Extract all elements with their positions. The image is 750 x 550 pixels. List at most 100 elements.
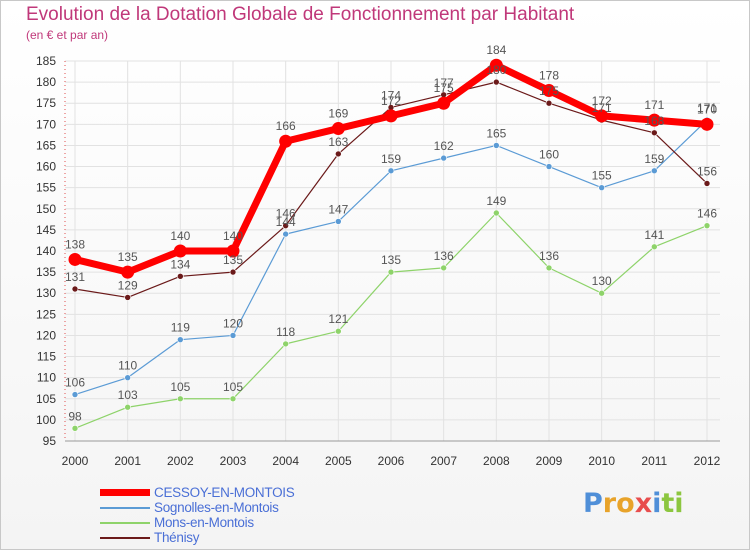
data-label: 166 [276,119,296,133]
data-label: 184 [486,43,506,57]
y-tick-label: 145 [36,223,56,237]
data-label: 98 [68,409,82,423]
legend-swatch [100,489,150,496]
data-label: 171 [644,98,664,112]
data-label: 146 [276,207,296,221]
data-point [545,99,553,107]
legend: CESSOY-EN-MONTOIS Sognolles-en-Montois Mon… [100,485,295,545]
y-tick-label: 120 [36,328,56,342]
data-label: 175 [539,84,559,98]
data-label: 144 [276,215,296,229]
data-label: 118 [276,325,295,339]
y-tick-label: 185 [36,54,56,68]
data-label: 147 [328,202,348,216]
x-tick-label: 2008 [483,454,510,468]
data-point [282,230,289,238]
legend-label: Thénisy [154,530,200,545]
data-point [651,167,658,175]
data-label: 121 [328,312,348,326]
data-point [71,425,79,432]
data-point [647,113,661,127]
data-label: 180 [486,63,506,77]
y-tick-label: 160 [36,160,56,174]
y-tick-label: 110 [37,371,56,385]
proxiti-logo: Proxiti [583,488,684,519]
data-label: 136 [539,249,559,263]
data-label: 177 [434,76,454,90]
data-point [282,340,289,348]
x-tick-label: 2001 [114,454,141,468]
y-tick-label: 95 [43,434,57,448]
data-point [177,273,184,280]
logo-letter: t [661,488,675,519]
data-label: 162 [434,139,454,153]
legend-label: CESSOY-EN-MONTOIS [154,485,295,500]
logo-letter: i [674,488,684,519]
data-point [173,244,187,258]
data-point [700,117,714,131]
y-axis: 95 100 105 110 115 120 125 130 135 140 145 150 155 16… [36,54,720,448]
data-label: 103 [118,388,138,402]
data-point [279,134,293,148]
data-label: 136 [434,249,454,263]
legend-label: Sognolles-en-Montois [154,500,279,515]
data-point [71,391,79,398]
data-point [384,109,398,123]
data-label: 135 [118,250,138,264]
chart-title: Evolution de la Dotation Globale de Fonc… [26,4,575,25]
data-label: 130 [592,274,612,288]
data-point [545,163,553,170]
data-label: 172 [592,94,612,108]
data-point [335,218,342,225]
data-point [703,222,711,229]
data-point [121,265,135,279]
x-tick-label: 2002 [167,454,194,468]
data-label: 159 [381,152,401,166]
data-label: 175 [434,81,454,95]
y-tick-label: 150 [36,202,56,216]
data-label: 140 [223,229,243,243]
x-axis: 2000 2001 2002 2003 2004 2005 2006 2007 2008 2009… [62,454,721,468]
data-label: 141 [644,228,664,242]
data-point [124,294,131,301]
y-tick-label: 105 [36,392,56,406]
x-tick-label: 2011 [641,454,667,468]
data-label: 138 [65,237,85,251]
data-point [545,264,553,272]
data-label: 135 [223,253,243,267]
data-label: 129 [118,278,138,292]
data-point [331,122,345,136]
x-tick-label: 2005 [325,454,352,468]
data-point [440,264,447,272]
legend-item: Mons-en-Montois [100,515,294,530]
data-label: 119 [171,321,190,335]
data-label: 170 [697,102,717,116]
data-point [71,285,79,293]
data-label: 159 [644,152,664,166]
data-label: 106 [65,376,85,390]
legend-label: Mons-en-Montois [154,515,254,530]
y-tick-label: 135 [36,265,56,279]
data-label: 135 [381,253,401,267]
logo-letter: P [583,488,603,519]
data-label: 156 [697,164,717,178]
x-tick-label: 2009 [536,454,563,468]
x-tick-label: 2007 [430,454,457,468]
data-label: 105 [223,380,243,394]
data-label: 146 [697,207,717,221]
data-point [387,268,395,276]
y-tick-label: 130 [36,286,56,300]
y-tick-label: 170 [36,117,56,131]
data-label: 160 [539,148,559,162]
y-tick-label: 155 [36,181,56,195]
data-point [595,109,609,123]
data-point [437,96,451,110]
legend-item: CESSOY-EN-MONTOIS [100,485,295,500]
data-point [489,58,503,72]
data-point [493,142,500,149]
legend-item: Thénisy [100,530,294,545]
x-tick-label: 2006 [378,454,405,468]
data-label: 110 [118,359,137,373]
chart-subtitle: (en € et par an) [26,28,109,42]
